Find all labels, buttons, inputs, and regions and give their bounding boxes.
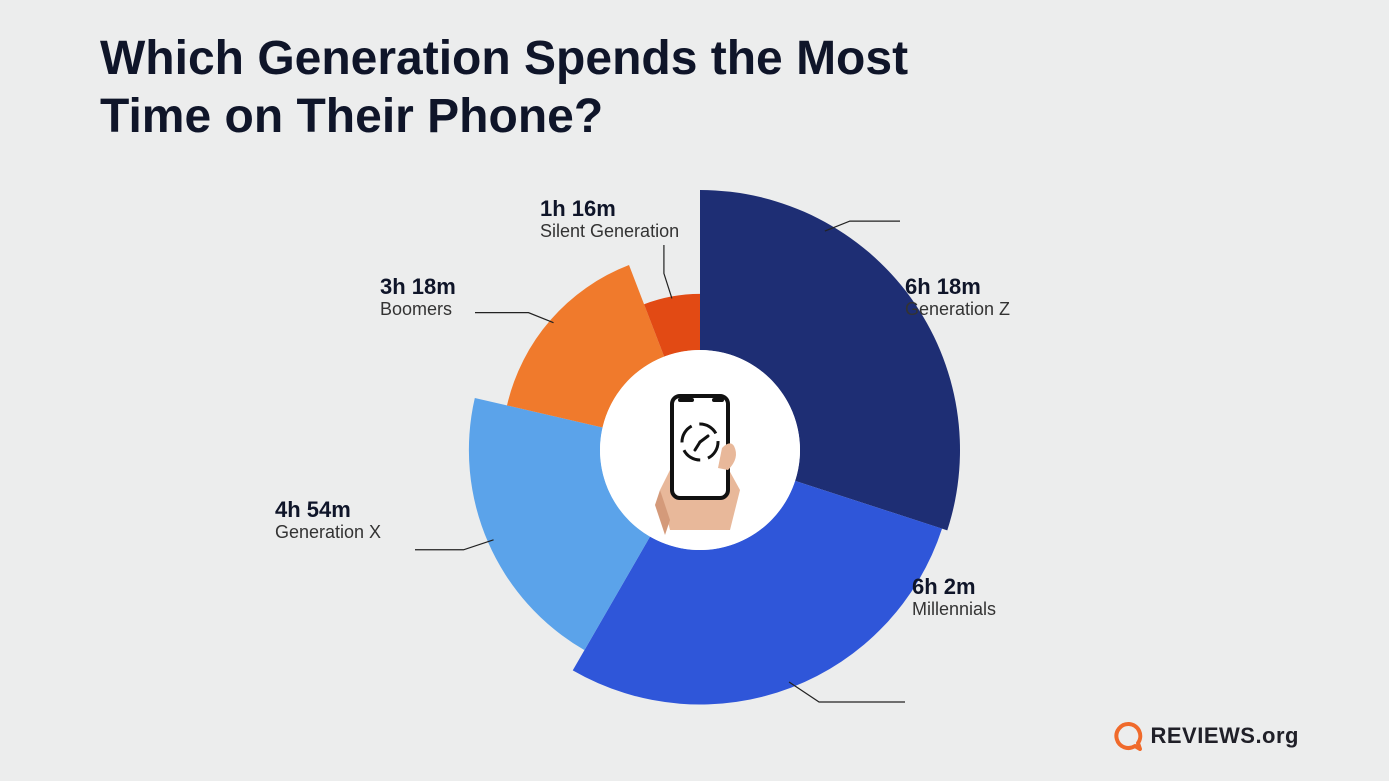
name-millennials: Millennials <box>912 599 996 620</box>
chart-center <box>600 350 800 550</box>
phone-hand-icon <box>600 350 800 550</box>
name-gen-z: Generation Z <box>905 299 1010 320</box>
radial-chart <box>440 190 960 710</box>
brand-logo: REVIEWS.org <box>1114 721 1299 751</box>
label-boomers: 3h 18m Boomers <box>380 275 456 320</box>
value-gen-z: 6h 18m <box>905 275 1010 299</box>
label-gen-z: 6h 18m Generation Z <box>905 275 1010 320</box>
name-silent: Silent Generation <box>540 221 679 242</box>
name-boomers: Boomers <box>380 299 456 320</box>
speech-bubble-icon <box>1114 721 1144 751</box>
label-silent: 1h 16m Silent Generation <box>540 197 679 242</box>
value-gen-x: 4h 54m <box>275 498 381 522</box>
value-boomers: 3h 18m <box>380 275 456 299</box>
page-title: Which Generation Spends the Most Time on… <box>100 30 1000 145</box>
name-gen-x: Generation X <box>275 522 381 543</box>
value-millennials: 6h 2m <box>912 575 996 599</box>
value-silent: 1h 16m <box>540 197 679 221</box>
label-millennials: 6h 2m Millennials <box>912 575 996 620</box>
label-gen-x: 4h 54m Generation X <box>275 498 381 543</box>
brand-text: REVIEWS.org <box>1150 723 1299 749</box>
